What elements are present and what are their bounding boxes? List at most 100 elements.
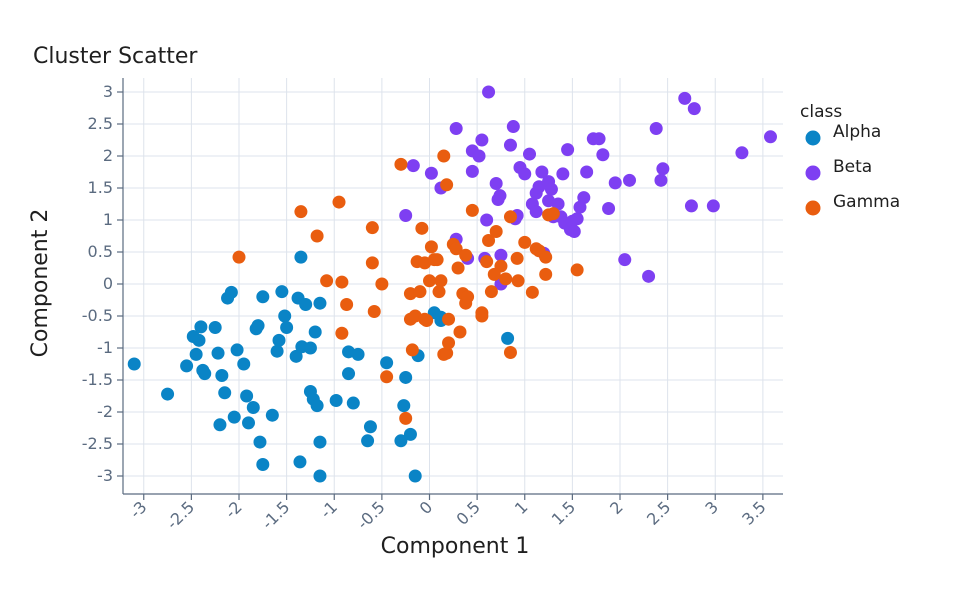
- data-point: [451, 261, 465, 275]
- y-tick-label: -3: [97, 466, 113, 485]
- data-point: [518, 235, 532, 249]
- data-point: [480, 213, 494, 227]
- data-point: [649, 121, 663, 135]
- data-point: [430, 253, 444, 267]
- x-tick-label: 3: [701, 497, 722, 518]
- data-point: [453, 325, 467, 339]
- legend-marker: [805, 200, 821, 216]
- y-tick-label: -0.5: [82, 306, 113, 325]
- data-point: [367, 305, 381, 319]
- data-point: [687, 102, 701, 116]
- data-point: [465, 203, 479, 217]
- data-point: [394, 157, 408, 171]
- data-point: [532, 180, 546, 194]
- data-point: [313, 469, 327, 483]
- x-tick-label: 2: [606, 497, 627, 518]
- data-point: [253, 435, 267, 449]
- data-point: [567, 225, 581, 239]
- data-point: [489, 225, 503, 239]
- data-point: [299, 297, 313, 311]
- data-point: [265, 408, 279, 422]
- data-point: [332, 195, 346, 209]
- legend-label: Beta: [833, 157, 872, 177]
- x-tick-label: -0.5: [353, 497, 389, 533]
- data-point: [413, 285, 427, 299]
- x-tick-label: 1: [511, 497, 532, 518]
- y-tick-label: -1: [97, 338, 113, 357]
- data-point: [194, 320, 208, 334]
- data-point: [278, 309, 292, 323]
- data-point: [461, 290, 475, 304]
- data-point: [459, 248, 473, 262]
- data-point: [230, 343, 244, 357]
- data-point: [472, 149, 486, 163]
- legend-marker: [805, 165, 821, 181]
- series-gamma: [232, 149, 584, 425]
- data-point: [405, 343, 419, 357]
- legend-label: Gamma: [833, 192, 900, 212]
- data-point: [313, 296, 327, 310]
- data-point: [623, 173, 637, 187]
- data-point: [270, 344, 284, 358]
- data-point: [510, 251, 524, 265]
- data-point: [561, 143, 575, 157]
- data-point: [442, 312, 456, 326]
- x-tick-label: -2: [221, 497, 246, 522]
- data-point: [449, 242, 463, 256]
- data-point: [335, 326, 349, 340]
- data-point: [415, 221, 429, 235]
- data-point: [684, 199, 698, 213]
- data-point: [275, 285, 289, 299]
- data-point: [424, 166, 438, 180]
- data-point: [482, 233, 496, 247]
- data-point: [592, 132, 606, 146]
- data-point: [361, 434, 375, 448]
- data-point: [735, 146, 749, 160]
- data-point: [546, 207, 560, 221]
- data-point: [494, 259, 508, 273]
- data-point: [475, 133, 489, 147]
- y-tick-label: -1.5: [82, 370, 113, 389]
- y-axis-ticks: -3 -2.5 -2 -1.5 -1 -0.5 0 0.5 1 1.5 2 2.5 3: [82, 82, 123, 485]
- data-point: [506, 120, 520, 134]
- x-tick-label: -3: [126, 497, 151, 522]
- data-point: [161, 387, 175, 401]
- x-tick-label: 0.5: [453, 497, 484, 528]
- y-tick-label: -2: [97, 402, 113, 421]
- data-point: [656, 162, 670, 176]
- data-point: [294, 250, 308, 264]
- y-tick-label: 3: [103, 82, 113, 101]
- data-point: [437, 149, 451, 163]
- data-point: [642, 269, 656, 283]
- data-point: [180, 359, 194, 373]
- series-beta: [399, 85, 777, 291]
- data-point: [251, 319, 265, 333]
- data-point: [654, 173, 668, 187]
- y-tick-label: 1.5: [88, 178, 113, 197]
- series-alpha: [127, 250, 515, 483]
- data-point: [215, 369, 229, 383]
- data-point: [408, 469, 422, 483]
- data-point: [440, 178, 454, 192]
- data-point: [363, 420, 377, 434]
- x-tick-label: -1.5: [258, 497, 294, 533]
- y-axis-title: Component 2: [28, 209, 53, 358]
- data-point: [482, 85, 496, 99]
- data-point: [501, 331, 515, 345]
- axes: [122, 78, 783, 495]
- data-point: [397, 399, 411, 413]
- data-point: [529, 205, 543, 219]
- data-point: [351, 347, 365, 361]
- x-axis-title: Component 1: [381, 534, 530, 559]
- y-tick-label: 1: [103, 210, 113, 229]
- data-point: [440, 346, 454, 360]
- data-point: [380, 370, 394, 384]
- data-point: [399, 370, 413, 384]
- data-point: [596, 148, 610, 162]
- data-point: [580, 165, 594, 179]
- y-tick-label: 2.5: [88, 114, 113, 133]
- data-point: [246, 401, 260, 415]
- data-point: [503, 345, 517, 359]
- chart-title: Cluster Scatter: [33, 44, 198, 69]
- data-point: [335, 275, 349, 289]
